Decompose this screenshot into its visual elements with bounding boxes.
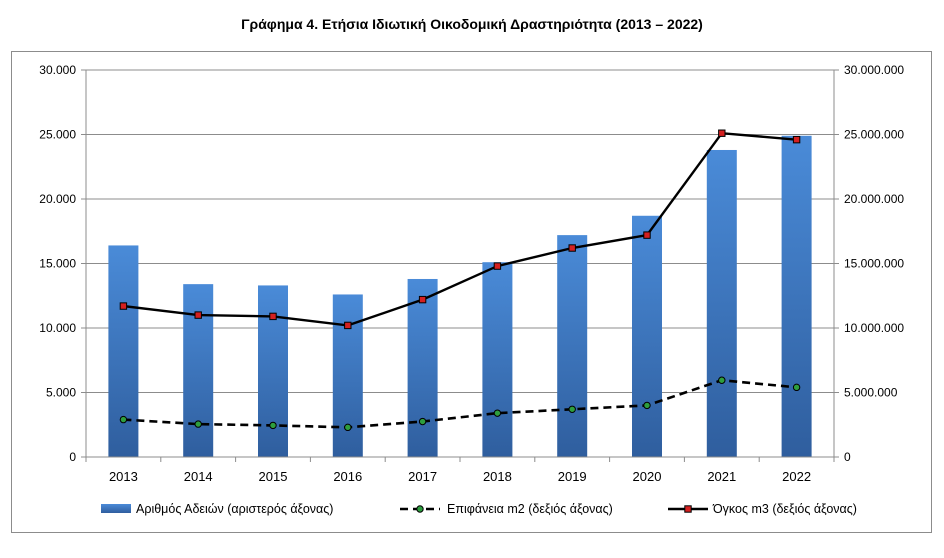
left-axis-tick-label: 30.000 <box>39 63 76 77</box>
legend-label-permits: Αριθμός Αδειών (αριστερός άξονας) <box>136 502 333 516</box>
x-axis-tick-label: 2018 <box>483 469 512 484</box>
chart-frame <box>11 51 932 533</box>
surface-point <box>344 423 352 432</box>
volume-point <box>418 295 427 304</box>
left-axis-tick-label: 0 <box>69 450 76 464</box>
volume-series-line <box>123 131 797 327</box>
chart-title: Γράφημα 4. Ετήσια Ιδιωτική Οικοδομική Δρ… <box>241 16 703 32</box>
bar <box>557 235 588 457</box>
bar <box>258 285 288 457</box>
bar <box>706 149 737 458</box>
bar <box>332 294 363 457</box>
surface-point <box>792 383 801 392</box>
surface-point <box>269 421 277 430</box>
x-axis-tick-label: 2015 <box>259 469 288 484</box>
bar <box>482 262 513 457</box>
surface-point <box>119 415 128 424</box>
right-axis-tick-label: 0 <box>844 450 851 464</box>
right-axis-tick-label: 30.000.000 <box>844 63 904 77</box>
surface-point <box>568 405 576 413</box>
volume-point <box>718 129 726 137</box>
left-axis-tick-label: 20.000 <box>39 192 76 206</box>
volume-point <box>344 321 352 330</box>
surface-point <box>194 420 202 428</box>
surface-point <box>643 401 651 410</box>
bar <box>183 284 214 457</box>
legend-label-surface: Επιφάνεια m2 (δεξιός άξονας) <box>447 502 613 516</box>
volume-point <box>568 244 576 252</box>
volume-point <box>269 312 277 321</box>
x-axis-tick-label: 2020 <box>633 469 662 484</box>
legend-label-volume: Όγκος m3 (δεξιός άξονας) <box>712 502 857 516</box>
x-axis-tick-label: 2014 <box>184 469 213 484</box>
left-axis-tick-label: 25.000 <box>39 128 76 142</box>
left-axis-tick-label: 5.000 <box>46 386 76 400</box>
x-axis-tick-label: 2017 <box>408 469 437 484</box>
left-axis-tick-label: 15.000 <box>39 257 76 271</box>
surface-series-line <box>123 378 797 429</box>
bar <box>108 245 139 457</box>
x-axis-tick-label: 2019 <box>558 469 587 484</box>
x-axis-tick-label: 2016 <box>333 469 362 484</box>
bar <box>407 278 438 457</box>
legend-swatch-permits <box>101 504 131 513</box>
surface-point <box>493 409 502 417</box>
volume-point <box>792 135 801 144</box>
right-axis-tick-label: 10.000.000 <box>844 321 904 335</box>
left-axis-tick-label: 10.000 <box>39 321 76 335</box>
surface-point <box>418 417 427 426</box>
legend-marker-surface <box>416 505 424 513</box>
legend-marker-volume <box>684 505 692 513</box>
volume-point <box>493 262 502 270</box>
bar <box>781 135 812 458</box>
x-axis-tick-label: 2013 <box>109 469 138 484</box>
right-axis-tick-label: 25.000.000 <box>844 128 904 142</box>
surface-point <box>718 376 726 384</box>
volume-point <box>119 302 128 310</box>
right-axis-tick-label: 5.000.000 <box>844 386 898 400</box>
right-axis-tick-label: 15.000.000 <box>844 257 904 271</box>
right-axis-tick-label: 20.000.000 <box>844 192 904 206</box>
x-axis-tick-label: 2021 <box>707 469 736 484</box>
volume-point <box>643 231 651 239</box>
volume-point <box>194 311 202 319</box>
bar <box>632 215 662 457</box>
x-axis-tick-label: 2022 <box>782 469 811 484</box>
